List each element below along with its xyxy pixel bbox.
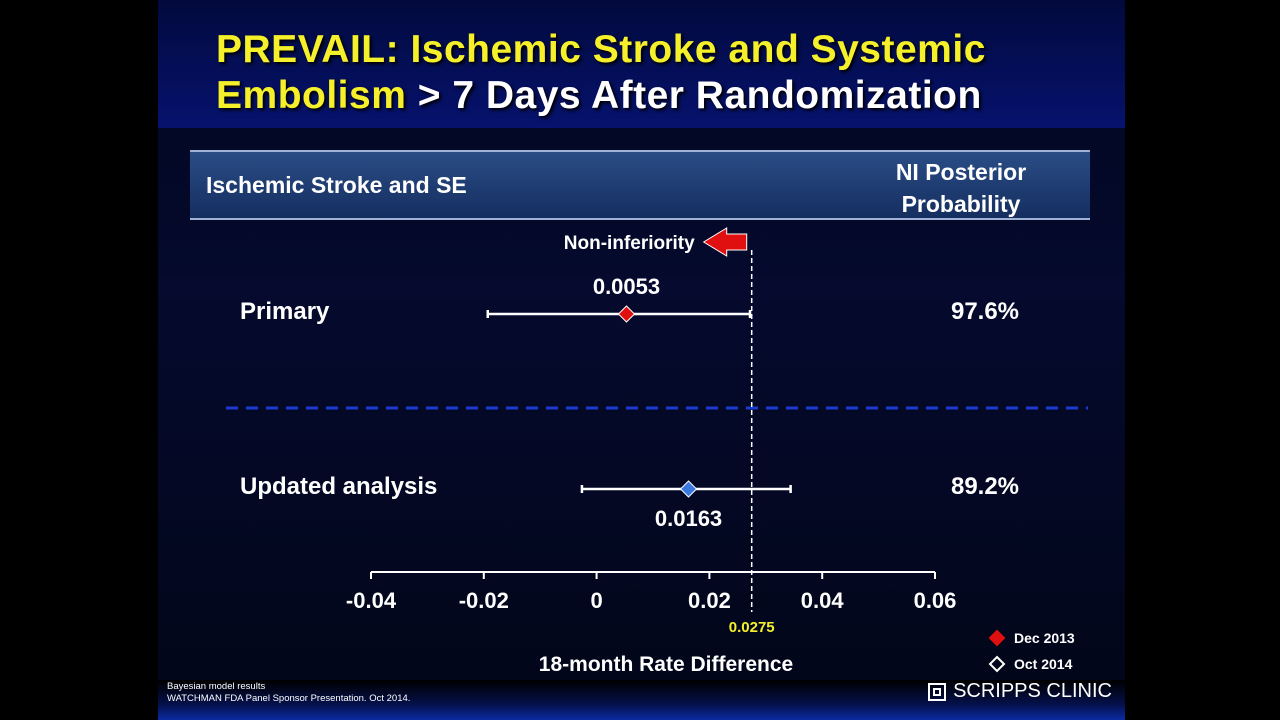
footer-band — [158, 680, 1125, 720]
title-rest: > 7 Days After Randomization — [406, 74, 982, 117]
slide-title-line2: Embolism > 7 Days After Randomization — [216, 74, 982, 118]
legend-marker — [988, 629, 1006, 647]
estimate-marker — [617, 305, 636, 323]
scripps-logo-icon — [928, 682, 947, 701]
brand-name: SCRIPPS CLINIC — [953, 680, 1112, 702]
probability-value: 97.6% — [951, 298, 1019, 325]
slide: PREVAIL: Ischemic Stroke and Systemic Em… — [158, 0, 1125, 720]
outcome-header: Ischemic Stroke and SE — [206, 172, 467, 198]
forest-plot: 0.0275 Non-inferiority -0.04 -0.02 0 0.02 0.04… — [226, 227, 1088, 676]
x-tick-label: 0.06 — [914, 588, 957, 613]
source-note-2: WATCHMAN FDA Panel Sponsor Presentation.… — [167, 693, 411, 704]
estimate-value-label: 0.0053 — [593, 274, 660, 299]
non-inferiority-label: Non-inferiority — [564, 233, 695, 254]
probability-value: 89.2% — [951, 473, 1019, 500]
x-tick-label: 0 — [590, 588, 602, 613]
brand-logo: SCRIPPS CLINIC — [928, 680, 1112, 703]
probability-header: NI Posterior Probability — [856, 156, 1066, 220]
title-highlight: Embolism — [216, 74, 407, 117]
left-arrow-icon — [702, 227, 748, 257]
legend-label: Oct 2014 — [1014, 656, 1073, 672]
legend-marker — [988, 655, 1006, 673]
table-header-bar: Ischemic Stroke and SE NI Posterior Prob… — [190, 150, 1090, 220]
row-label: Updated analysis — [240, 473, 437, 500]
slide-title-line1: PREVAIL: Ischemic Stroke and Systemic — [216, 28, 986, 71]
title-band — [158, 0, 1125, 128]
source-note-1: Bayesian model results — [167, 681, 266, 692]
row-label: Primary — [240, 298, 330, 325]
x-tick-label: 0.04 — [801, 588, 845, 613]
estimate-marker — [679, 480, 698, 498]
legend-label: Dec 2013 — [1014, 630, 1075, 646]
x-axis-title: 18-month Rate Difference — [539, 653, 793, 676]
margin-value-label: 0.0275 — [729, 619, 775, 636]
probability-header-line1: NI Posterior — [895, 159, 1027, 185]
x-tick-label: -0.04 — [346, 588, 397, 613]
estimate-value-label: 0.0163 — [655, 506, 722, 531]
x-tick-label: 0.02 — [688, 588, 731, 613]
probability-header-line2: Probability — [901, 191, 1021, 217]
x-tick-label: -0.02 — [459, 588, 509, 613]
